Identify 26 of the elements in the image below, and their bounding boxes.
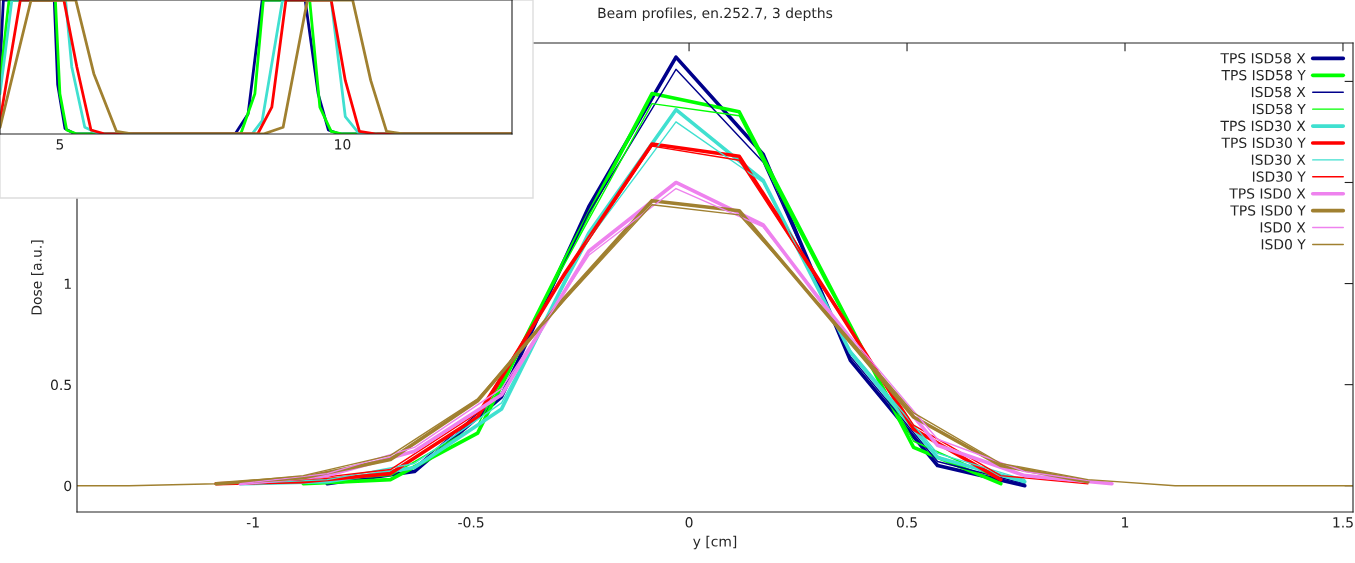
legend-label: TPS ISD0 X [1229,188,1306,199]
x-axis-title: y [cm] [693,535,737,550]
x-tick-label: 10 [335,139,351,150]
legend-label: TPS ISD0 Y [1230,205,1306,216]
legend-label: ISD58 X [1251,86,1306,98]
x-tick-label: 0.5 [896,517,917,528]
legend-label: TPS ISD30 Y [1221,137,1306,149]
x-tick-label: 5 [56,139,64,150]
chart-title: Beam profiles, en.252.7, 3 depths [598,7,833,21]
y-tick-label: 1 [64,278,71,289]
legend-label: TPS ISD30 X [1220,120,1306,132]
x-tick-label: 0 [685,517,693,528]
legend-label: ISD30 Y [1252,171,1306,182]
y-axis-title: Dose [a.u.] [31,240,44,315]
legend-label: ISD0 Y [1261,239,1306,250]
x-tick-label: -0.5 [458,517,484,528]
y-tick-label: 0 [64,480,72,492]
x-tick-label: -1 [246,517,259,528]
legend-label: TPS ISD58 X [1220,52,1306,64]
legend-label: ISD30 X [1251,154,1306,165]
legend-label: ISD0 X [1260,222,1306,233]
legend-label: TPS ISD58 Y [1221,69,1306,81]
x-tick-label: 1 [1122,517,1129,528]
legend-label: ISD58 Y [1252,103,1306,115]
x-tick-label: 1.5 [1333,517,1353,528]
y-tick-label: 0.5 [50,379,71,391]
